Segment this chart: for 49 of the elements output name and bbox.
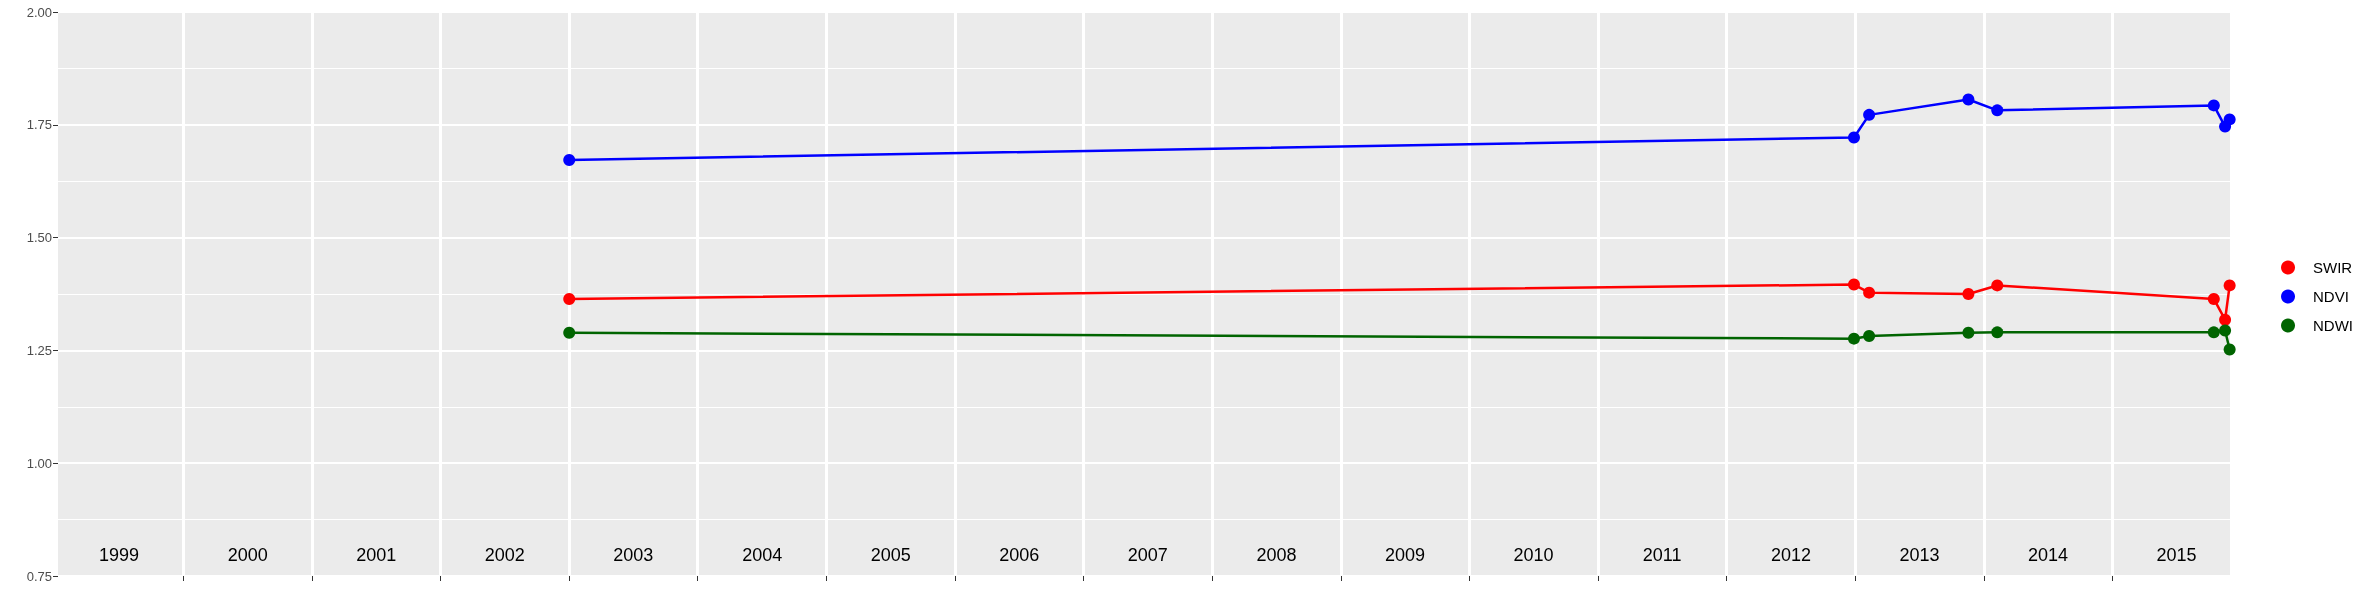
x-tick-label: 2011 — [1642, 545, 1682, 565]
y-tick-label: 1.25 — [26, 342, 52, 358]
point — [1863, 286, 1876, 299]
point — [1962, 93, 1975, 106]
x-tick-label: 2002 — [484, 545, 525, 565]
x-tick-label: 2008 — [1256, 545, 1297, 565]
point — [2207, 292, 2220, 305]
x-tick-label: 2013 — [1899, 545, 1940, 565]
point — [1847, 131, 1860, 144]
point — [1962, 288, 1975, 300]
point — [1991, 104, 2004, 117]
x-tick-label: 1999 — [98, 545, 139, 565]
y-tick-label: 1.75 — [26, 117, 52, 133]
point — [563, 154, 576, 166]
point — [2219, 313, 2232, 326]
point — [1863, 108, 1876, 121]
x-tick-label: 2012 — [1770, 545, 1811, 565]
point — [2223, 343, 2236, 356]
legend-label: NDVI — [2313, 288, 2349, 305]
point — [2207, 326, 2220, 339]
point — [2219, 324, 2232, 337]
x-tick-label: 2001 — [356, 545, 397, 565]
point — [2223, 279, 2236, 292]
legend-label: NDWI — [2313, 317, 2354, 334]
legend-label: SWIR — [2313, 259, 2353, 276]
point — [2207, 99, 2220, 112]
point — [563, 292, 576, 305]
x-tick-label: 2000 — [227, 545, 268, 565]
x-tick-label: 2015 — [2156, 545, 2197, 565]
x-tick-label: 2005 — [870, 545, 911, 565]
x-tick-label: 2010 — [1513, 545, 1554, 565]
y-tick-label: 1.00 — [26, 455, 52, 471]
point — [1991, 279, 2004, 292]
x-tick-label: 2014 — [2027, 545, 2068, 565]
point — [2223, 113, 2236, 126]
y-tick-label: 1.50 — [26, 230, 52, 246]
point — [1962, 326, 1975, 339]
point — [1991, 326, 2004, 339]
x-tick-label: 2007 — [1127, 545, 1168, 565]
x-tick-label: 2006 — [999, 545, 1040, 565]
x-tick-label: 2009 — [1385, 545, 1426, 565]
x-tick-label: 2003 — [613, 545, 654, 565]
x-tick-label: 2004 — [742, 545, 783, 565]
y-tick-label: 2.00 — [26, 4, 52, 20]
point — [1863, 329, 1876, 342]
point — [1847, 332, 1860, 345]
point — [1847, 278, 1860, 291]
y-tick-label: 0.75 — [26, 568, 52, 584]
point — [563, 326, 576, 339]
